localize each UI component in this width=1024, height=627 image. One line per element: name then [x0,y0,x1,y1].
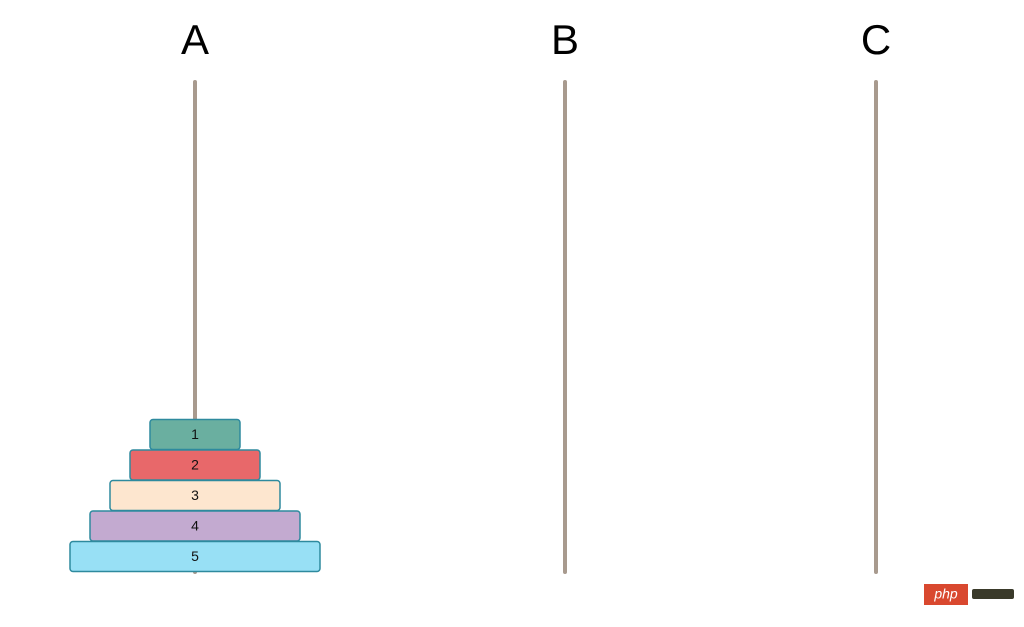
disk[interactable]: 1 [149,418,241,451]
disk[interactable]: 3 [109,479,281,512]
peg-label: A [181,16,209,63]
peg[interactable]: C [861,16,891,574]
disk-label: 1 [191,426,199,442]
peg-label: C [861,16,891,63]
disk-label: 5 [191,548,199,564]
watermark-badge [924,584,968,605]
watermark-text: php [933,586,958,602]
peg-label: B [551,16,579,63]
disk[interactable]: 2 [129,449,261,481]
disk-label: 4 [191,518,199,534]
watermark: php [924,584,1014,605]
disk[interactable]: 5 [69,540,321,573]
disk-label: 3 [191,487,199,503]
disk[interactable]: 4 [89,510,301,542]
peg[interactable]: B [551,16,579,574]
disk-label: 2 [191,457,199,473]
watermark-bar [972,589,1014,599]
peg[interactable]: A 1 2 3 4 5 [69,16,321,574]
disk-body [69,540,321,573]
